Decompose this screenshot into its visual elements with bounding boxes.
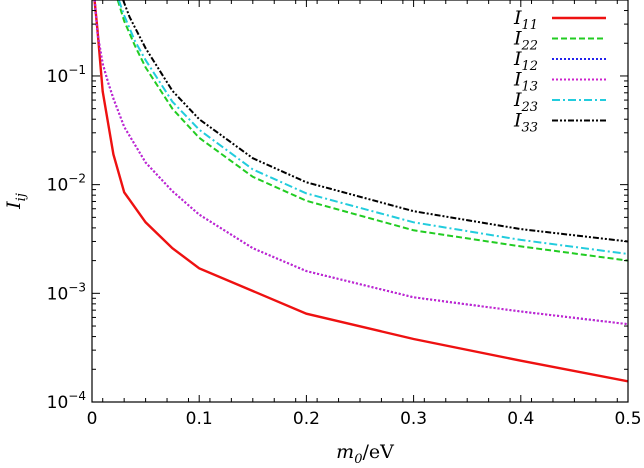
legend-label: I33 bbox=[513, 110, 538, 136]
legend-entry-13: I13 bbox=[513, 69, 606, 95]
x-tick-label: 0.3 bbox=[400, 409, 427, 429]
x-tick-label: 0.5 bbox=[614, 409, 641, 429]
x-tick-label: 0.1 bbox=[186, 409, 213, 429]
y-tick-label: 10−1 bbox=[47, 63, 86, 87]
x-tick-label: 0.2 bbox=[293, 409, 320, 429]
legend-label: I12 bbox=[513, 48, 538, 74]
legend-entry-12: I12 bbox=[513, 48, 606, 74]
x-axis-label: m0/eV bbox=[336, 441, 394, 467]
legend-label: I13 bbox=[513, 69, 538, 95]
legend-entry-23: I23 bbox=[513, 89, 606, 115]
series-line-11 bbox=[93, 0, 628, 383]
legend-entry-11: I11 bbox=[513, 7, 606, 33]
series-line-22 bbox=[116, 0, 628, 262]
series-line-33 bbox=[122, 0, 628, 243]
y-tick-label: 10−2 bbox=[47, 172, 86, 196]
legend-label: I11 bbox=[513, 7, 538, 33]
legend-label: I23 bbox=[513, 89, 538, 115]
legend-entry-33: I33 bbox=[513, 110, 606, 136]
y-tick-label: 10−4 bbox=[47, 389, 86, 413]
tick-labels-layer: 0 0.1 0.2 0.3 0.4 0.5 10−4 10−3 10−2 10−1 bbox=[47, 63, 642, 429]
series-line-12 bbox=[93, 0, 628, 326]
legend-label: I22 bbox=[513, 28, 538, 54]
x-tick-label: 0 bbox=[87, 409, 98, 429]
ticks-layer bbox=[91, 0, 629, 403]
x-tick-label: 0.4 bbox=[507, 409, 534, 429]
y-tick-label: 10−3 bbox=[47, 280, 86, 304]
series-line-23 bbox=[117, 0, 628, 255]
plot-frame bbox=[91, 0, 629, 403]
series-layer bbox=[93, 0, 628, 383]
series-line-13 bbox=[93, 0, 628, 326]
y-axis-label: Iij bbox=[3, 193, 29, 210]
legend-entry-22: I22 bbox=[513, 28, 606, 54]
